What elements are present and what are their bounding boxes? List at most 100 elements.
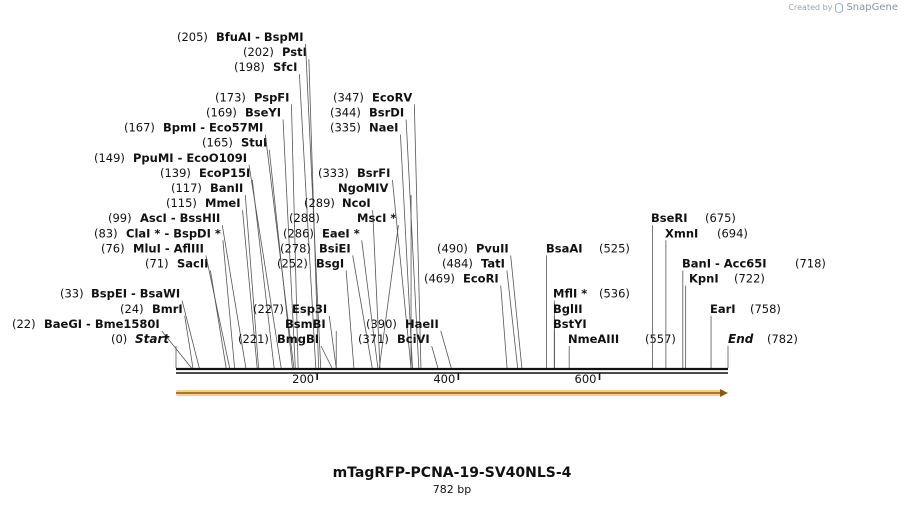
- site-leader-line: [291, 104, 299, 369]
- site-position-label: (221): [238, 332, 269, 346]
- site-name-label: BanII: [210, 181, 243, 195]
- site-name-label: KpnI: [689, 272, 719, 286]
- site-name-label: XmnI: [665, 226, 698, 240]
- site-name-label: NgoMIV: [338, 181, 388, 195]
- site-position-label: (694): [717, 226, 748, 240]
- site-position-label: (288): [289, 211, 320, 225]
- site-leader-line: [181, 300, 200, 369]
- map-length: 782 bp: [432, 483, 472, 496]
- site-name-label: MmeI: [205, 196, 241, 210]
- map-title: mTagRFP-PCNA-19-SV40NLS-4: [332, 465, 572, 481]
- scale-tick-label: 600: [575, 372, 597, 386]
- site-position-label: (205): [177, 30, 208, 44]
- site-leader-line: [210, 270, 227, 369]
- site-leader-line: [440, 330, 452, 369]
- site-name-label: EcoP15I: [199, 166, 250, 180]
- site-position-label: (252): [277, 257, 308, 271]
- site-position-label: (536): [599, 287, 630, 301]
- site-position-label: (169): [206, 106, 237, 120]
- site-position-label: (167): [124, 121, 155, 135]
- site-name-label: PstI: [282, 45, 307, 59]
- site-name-label: BsmBI: [285, 317, 326, 331]
- site-leader-line: [506, 270, 519, 369]
- site-name-label: EaeI *: [322, 226, 360, 240]
- site-position-label: (286): [283, 226, 314, 240]
- site-name-label: StuI: [241, 136, 267, 150]
- site-leader-line: [510, 255, 523, 369]
- site-name-label: PpuMI - EcoO109I: [133, 151, 247, 165]
- site-name-label: EcoRV: [372, 90, 412, 104]
- site-position-label: (76): [101, 241, 125, 255]
- site-leader-line: [248, 164, 282, 369]
- site-position-label: (165): [202, 136, 233, 150]
- site-name-label: BmrI: [152, 302, 183, 316]
- site-name-label: SacII: [177, 257, 208, 271]
- credit-prefix: Created by: [788, 3, 833, 12]
- site-name-label: TatI: [481, 257, 505, 271]
- site-name-label: EcoRI: [463, 272, 499, 286]
- site-position-label: (390): [366, 317, 397, 331]
- site-name-label: EarI: [710, 302, 736, 316]
- site-name-label: Esp3I: [292, 302, 327, 316]
- site-leader-line: [413, 104, 422, 369]
- site-position-label: (83): [94, 226, 118, 240]
- site-name-label: BsiEI: [319, 241, 351, 255]
- site-name-label: BsrFI: [357, 166, 390, 180]
- site-name-label: MflI *: [553, 287, 587, 301]
- site-position-label: (722): [734, 272, 765, 286]
- scale-tick-label: 200: [292, 372, 314, 386]
- site-leader-line: [405, 119, 420, 369]
- site-leader-line: [431, 345, 439, 369]
- site-position-label: (24): [120, 302, 144, 316]
- site-position-label: (469): [424, 272, 455, 286]
- site-position-label: (115): [166, 196, 197, 210]
- scale-tick-label: 400: [433, 372, 455, 386]
- site-position-label: (22): [12, 317, 36, 331]
- site-position-label: (99): [108, 211, 132, 225]
- site-position-label: (173): [215, 90, 246, 104]
- site-leader-line: [400, 134, 413, 369]
- site-leader-line: [222, 240, 235, 369]
- site-name-label: BpmI - Eco57MI: [163, 121, 263, 135]
- site-leader-line: [361, 240, 379, 369]
- site-leader-line: [320, 345, 333, 369]
- site-name-label: SfcI: [273, 60, 297, 74]
- site-leader-line: [205, 255, 231, 369]
- site-position-label: (525): [599, 241, 630, 255]
- site-name-label: BsrDI: [369, 106, 404, 120]
- site-position-label: (198): [234, 60, 265, 74]
- site-name-label: PspFI: [254, 90, 289, 104]
- site-name-label: BseYI: [245, 106, 281, 120]
- site-name-label: BanI - Acc65I: [682, 257, 767, 271]
- site-position-label: (718): [795, 257, 826, 271]
- site-position-label: (344): [330, 106, 361, 120]
- site-position-label: (202): [243, 45, 274, 59]
- site-position-label: (675): [705, 211, 736, 225]
- site-position-label: (371): [358, 332, 389, 346]
- site-name-label: BmgBI: [277, 332, 319, 346]
- site-name-label: BseRI: [651, 211, 688, 225]
- site-name-label: MluI - AflIII: [133, 241, 204, 255]
- start-label: Start: [135, 332, 170, 346]
- site-leader-line: [298, 74, 317, 369]
- site-leader-line: [282, 119, 296, 369]
- credit-brand: SnapGene: [846, 2, 898, 13]
- site-position-label: (490): [437, 241, 468, 255]
- site-leader-line: [242, 210, 258, 369]
- site-leader-line: [345, 270, 355, 369]
- site-name-label: HaeII: [405, 317, 439, 331]
- site-leader-line: [500, 285, 508, 369]
- site-position-label: (333): [318, 166, 349, 180]
- site-position-label: (117): [171, 181, 202, 195]
- site-name-label: BspEI - BsaWI: [91, 287, 180, 301]
- site-name-label: NaeI: [369, 121, 398, 135]
- site-name-label: BglII: [553, 302, 583, 316]
- site-leader-line: [264, 134, 295, 369]
- end-label: End: [728, 332, 754, 346]
- site-name-label: NcoI: [342, 196, 371, 210]
- site-name-label: BfuAI - BspMI: [216, 30, 303, 44]
- snapgene-logo-icon: [835, 2, 844, 13]
- site-leader-line: [244, 194, 259, 369]
